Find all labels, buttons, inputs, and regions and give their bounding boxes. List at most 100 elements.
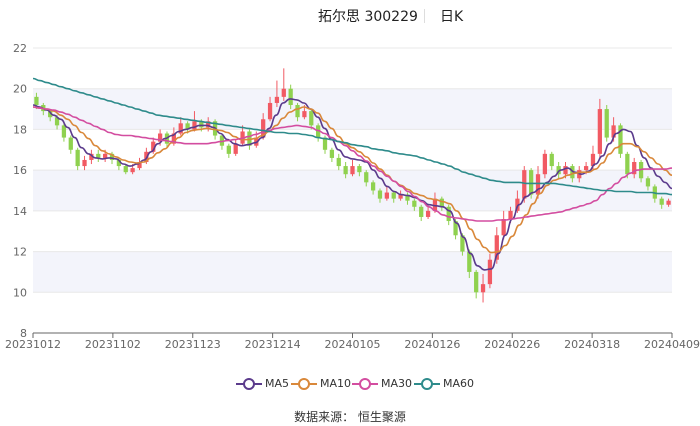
legend-label-ma5: MA5 [265,377,290,390]
candle-body [384,192,389,199]
stock-name: 拓尔思 300229 [318,9,418,25]
candle-body [632,162,637,175]
candle-body [288,88,293,105]
candle-body [295,105,300,118]
candle-body [625,153,630,175]
candle-body [659,198,664,205]
chart-title: 拓尔思 300229 日K [0,6,700,26]
candle-body [611,125,616,138]
x-tick-label: 20240105 [325,338,381,351]
candle-body [206,121,211,128]
candle-body [185,123,190,130]
candle-body [350,166,355,175]
candle-body [61,125,67,138]
candle-body [75,149,80,167]
candle-body [261,119,266,138]
candle-body [453,221,458,236]
candle-body [542,153,548,175]
candle-body [281,88,286,97]
band [33,88,672,130]
legend-marker-ma5 [236,378,262,390]
x-tick-label: 20240226 [484,338,540,351]
candle-body [522,170,527,199]
ma-line-ma30 [32,106,673,222]
candle-body [377,190,383,199]
candle-body [199,121,204,128]
legend-label-ma10: MA10 [320,377,352,390]
candle-body [233,143,238,154]
legend-marker-ma10 [291,378,317,390]
candle-body [171,133,176,144]
candle-body [508,210,513,219]
x-tick-label: 20240318 [564,338,620,351]
y-tick-label: 12 [13,246,27,259]
candle-body [226,145,231,154]
x-axis: 20231012 20231102 20231123 20231214 20240105… [5,332,700,351]
candle-body [583,166,589,171]
candle-body [247,131,252,146]
candle-body [267,102,273,120]
ma-line-ma60 [32,77,673,196]
candle-body [597,109,602,154]
band [33,251,672,293]
candle-body [96,153,101,158]
candle-body [618,125,623,154]
y-axis-ticks: 8 10 12 14 16 18 20 22 [13,42,27,340]
candle-body [370,182,376,191]
ma-lines [32,77,673,271]
candle-body [357,166,362,173]
candle-body [515,198,520,211]
y-tick-label: 10 [13,286,27,299]
candle-body [116,159,122,167]
candle-body [192,121,197,130]
candle-body [549,153,554,167]
candle-body [54,117,60,126]
y-tick-label: 22 [13,42,27,55]
candle-body [474,271,479,293]
candle-body [82,159,87,167]
candle-body [487,259,493,285]
candle-body [274,96,280,103]
legend-marker-ma60 [414,378,440,390]
x-tick-label: 20231214 [245,338,301,351]
candle-body [446,206,451,222]
candle-body [316,125,321,138]
data-source: 数据来源： 恒生聚源 [294,410,406,424]
candle-body [439,198,444,207]
legend-label-ma60: MA60 [443,377,475,390]
period-label: 日K [440,9,464,25]
ma-line-ma10 [32,106,673,254]
y-tick-label: 14 [13,205,27,218]
candle-body [405,194,410,201]
candle-body [398,194,403,199]
candle-body [103,153,108,158]
candle-body [501,219,506,236]
candle-body [302,111,307,118]
candle-body [151,141,156,152]
candle-body [412,200,417,207]
candle-body [34,96,39,105]
candle-body [391,192,396,199]
candle-body [137,162,142,169]
candle-body [604,109,609,138]
legend-label-ma30: MA30 [381,377,413,390]
candle-body [419,206,424,217]
candle-body [425,210,431,217]
x-tick-label: 20231012 [5,338,61,351]
candle-body [666,200,671,205]
candle-body [109,153,115,160]
y-tick-label: 8 [20,327,27,340]
y-tick-label: 18 [13,123,27,136]
chart-bands [33,88,672,293]
x-tick-label: 20240409 [644,338,700,351]
candle-body [178,123,183,134]
candle-body [529,170,534,195]
chart-legend: MA5 MA10 MA30 MA60 [0,374,700,394]
y-tick-label: 16 [13,164,27,177]
kline-chart: 8 10 12 14 16 18 20 22 20231012 20231102 20231123… [5,42,700,351]
candle-body [494,235,499,260]
x-tick-label: 20231123 [165,338,221,351]
candle-body [364,172,369,183]
candle-body [219,135,225,146]
legend-marker-ma30 [352,378,378,390]
